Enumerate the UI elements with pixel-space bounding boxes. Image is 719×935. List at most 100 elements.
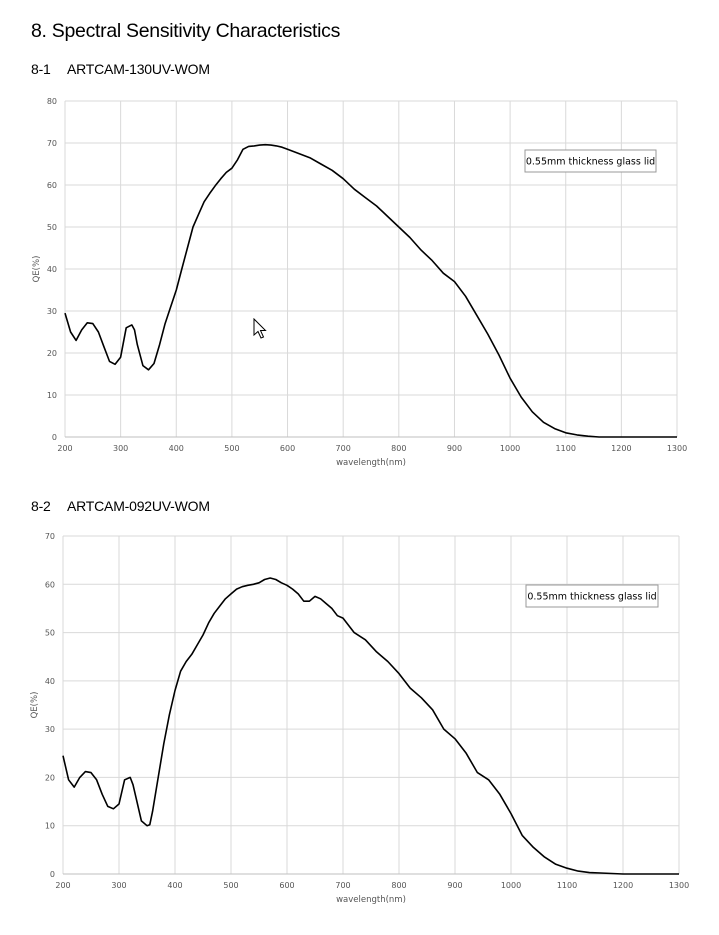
- data-point: [81, 329, 82, 330]
- x-tick-label: 1000: [501, 881, 521, 890]
- annotation-text: 0.55mm thickness glass lid: [526, 157, 655, 168]
- data-point: [398, 226, 399, 227]
- y-tick-label: 20: [47, 349, 57, 358]
- annotation-box: [525, 584, 659, 608]
- data-point: [62, 755, 63, 756]
- data-point: [365, 197, 366, 198]
- data-point: [387, 661, 388, 662]
- section-number: 8-2: [31, 498, 51, 514]
- data-point: [292, 589, 293, 590]
- data-point: [76, 340, 77, 341]
- data-point: [510, 813, 511, 814]
- y-tick-label: 30: [47, 307, 57, 316]
- data-point: [270, 577, 271, 578]
- data-point: [192, 226, 193, 227]
- y-tick-label: 50: [47, 223, 57, 232]
- data-point: [113, 808, 114, 809]
- data-point: [159, 344, 160, 345]
- data-point: [298, 153, 299, 154]
- data-point: [465, 296, 466, 297]
- x-tick-label: 1000: [500, 444, 520, 453]
- data-point: [141, 820, 142, 821]
- annotation-text: 0.55mm thickness glass lid: [527, 592, 656, 603]
- y-tick-label: 0: [50, 870, 55, 879]
- x-tick-label: 1300: [669, 881, 689, 890]
- data-point: [120, 357, 121, 358]
- x-tick-label: 1200: [611, 444, 631, 453]
- data-point: [242, 586, 243, 587]
- data-point: [132, 784, 133, 785]
- x-tick-label: 1100: [557, 881, 577, 890]
- data-point: [215, 185, 216, 186]
- data-point: [387, 216, 388, 217]
- data-point: [142, 365, 143, 366]
- data-point: [174, 690, 175, 691]
- data-point: [286, 585, 287, 586]
- data-point: [309, 601, 310, 602]
- data-point: [376, 651, 377, 652]
- data-point: [68, 779, 69, 780]
- data-point: [521, 397, 522, 398]
- y-tick-label: 10: [45, 822, 55, 831]
- section-name: ARTCAM-130UV-WOM: [67, 61, 210, 77]
- data-point: [231, 168, 232, 169]
- data-point: [107, 806, 108, 807]
- x-tick-label: 300: [111, 881, 126, 890]
- y-tick-label: 20: [45, 773, 55, 782]
- data-point: [137, 344, 138, 345]
- data-point: [498, 355, 499, 356]
- data-point: [281, 582, 282, 583]
- y-tick-label: 0: [52, 433, 57, 442]
- data-point: [650, 873, 651, 874]
- data-point: [237, 159, 238, 160]
- data-point: [342, 618, 343, 619]
- data-point: [158, 777, 159, 778]
- data-point: [576, 434, 577, 435]
- data-point: [510, 378, 511, 379]
- data-point: [191, 654, 192, 655]
- y-tick-label: 10: [47, 391, 57, 400]
- data-point: [421, 697, 422, 698]
- data-point: [354, 189, 355, 190]
- data-point: [79, 777, 80, 778]
- data-point: [165, 323, 166, 324]
- x-tick-label: 600: [280, 444, 295, 453]
- data-point: [499, 794, 500, 795]
- y-tick-label: 70: [45, 532, 55, 541]
- data-point: [409, 237, 410, 238]
- data-point: [103, 346, 104, 347]
- data-point: [649, 436, 650, 437]
- data-point: [533, 847, 534, 848]
- data-point: [676, 436, 677, 437]
- data-point: [214, 613, 215, 614]
- data-point: [236, 589, 237, 590]
- data-point: [118, 803, 119, 804]
- data-point: [309, 157, 310, 158]
- data-point: [265, 144, 266, 145]
- data-point: [135, 796, 136, 797]
- data-point: [225, 598, 226, 599]
- data-point: [197, 644, 198, 645]
- data-point: [275, 579, 276, 580]
- data-point: [487, 334, 488, 335]
- data-point: [187, 247, 188, 248]
- data-point: [198, 214, 199, 215]
- data-point: [476, 315, 477, 316]
- y-tick-label: 60: [47, 181, 57, 190]
- data-point: [176, 289, 177, 290]
- data-point: [259, 145, 260, 146]
- data-point: [454, 738, 455, 739]
- data-point: [522, 835, 523, 836]
- x-tick-label: 1100: [556, 444, 576, 453]
- data-point: [209, 193, 210, 194]
- data-point: [146, 825, 147, 826]
- data-point: [621, 436, 622, 437]
- data-point: [208, 622, 209, 623]
- data-point: [220, 178, 221, 179]
- x-tick-label: 500: [224, 444, 239, 453]
- section-number: 8-1: [31, 61, 51, 77]
- data-point: [242, 149, 243, 150]
- data-point: [298, 593, 299, 594]
- data-point: [152, 811, 153, 812]
- data-point: [180, 671, 181, 672]
